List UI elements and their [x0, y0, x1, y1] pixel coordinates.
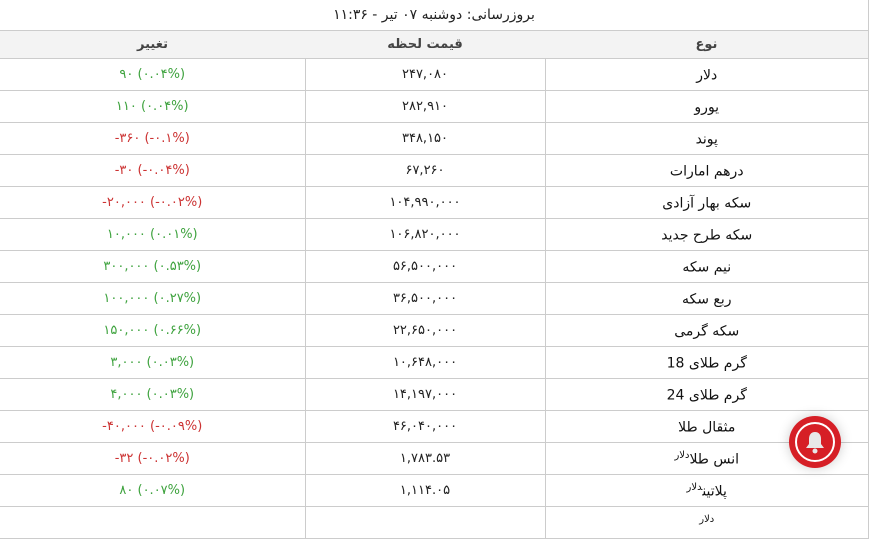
row-name: دلار	[545, 506, 868, 539]
change-value: -۳۰ (-۰.۰۴%)	[114, 163, 190, 178]
row-name: پلاتیندلار	[545, 474, 868, 507]
row-price: ۱۰۴,۹۹۰,۰۰۰	[304, 186, 546, 219]
unit-label: دلار	[686, 481, 703, 493]
row-name: پوند	[545, 122, 868, 155]
row-change: ۳۰۰,۰۰۰ (۰.۵۳%)	[0, 250, 305, 283]
table-row: درهم امارات ۶۷,۲۶۰ -۳۰ (-۰.۰۴%)	[0, 154, 868, 187]
header-price: قیمت لحظه	[305, 31, 545, 59]
row-name: سکه بهار آزادی	[545, 186, 868, 219]
asset-name: گرم طلای 24	[666, 387, 747, 404]
asset-name: سکه گرمی	[674, 323, 740, 340]
row-name: نیم سکه	[545, 250, 868, 283]
row-price: ۲۲,۶۵۰,۰۰۰	[304, 314, 546, 347]
bell-ring	[795, 422, 835, 462]
row-price	[304, 506, 546, 539]
asset-name: نیم سکه	[682, 259, 732, 276]
notification-bell-button[interactable]	[789, 416, 841, 468]
asset-name: ربع سکه	[681, 291, 732, 308]
row-price: ۶۷,۲۶۰	[304, 154, 546, 187]
asset-name: سکه طرح جدید	[661, 227, 753, 244]
asset-name: پوند	[695, 131, 718, 148]
row-price: ۱,۷۸۳.۵۳	[304, 442, 546, 475]
header-change: تغییر	[0, 31, 305, 59]
row-change: -۳۲ (-۰.۰۲%)	[0, 442, 305, 475]
row-change: ۸۰ (۰.۰۷%)	[0, 474, 305, 507]
table-row: یورو ۲۸۲,۹۱۰ ۱۱۰ (۰.۰۴%)	[0, 90, 868, 123]
row-name: گرم طلای 24	[545, 378, 868, 411]
row-price: ۵۶,۵۰۰,۰۰۰	[304, 250, 546, 283]
row-price: ۱۰,۶۴۸,۰۰۰	[304, 346, 546, 379]
change-value: ۱۱۰ (۰.۰۴%)	[115, 99, 189, 114]
change-value: ۱۰۰,۰۰۰ (۰.۲۷%)	[103, 291, 202, 306]
row-name: دلار	[545, 58, 868, 91]
asset-name: دلار	[696, 67, 718, 84]
row-change: -۳۶۰ (-۰.۱%)	[0, 122, 305, 155]
change-value: ۳۰۰,۰۰۰ (۰.۵۳%)	[103, 259, 202, 274]
asset-name: سکه بهار آزادی	[662, 195, 752, 212]
row-name: درهم امارات	[545, 154, 868, 187]
change-value: -۲۰,۰۰۰ (-۰.۰۲%)	[102, 195, 203, 210]
change-value: ۴,۰۰۰ (۰.۰۳%)	[110, 387, 195, 402]
row-price: ۱۰۶,۸۲۰,۰۰۰	[304, 218, 546, 251]
price-table: نوع قیمت لحظه تغییر دلار ۲۴۷,۰۸۰ ۹۰ (۰.۰…	[0, 31, 868, 539]
row-price: ۲۸۲,۹۱۰	[304, 90, 546, 123]
row-change: ۴,۰۰۰ (۰.۰۳%)	[0, 378, 305, 411]
table-row: دلار ۲۴۷,۰۸۰ ۹۰ (۰.۰۴%)	[0, 58, 868, 91]
row-price: ۱۴,۱۹۷,۰۰۰	[304, 378, 546, 411]
row-price: ۲۴۷,۰۸۰	[304, 58, 546, 91]
table-row: سکه طرح جدید ۱۰۶,۸۲۰,۰۰۰ ۱۰,۰۰۰ (۰.۰۱%)	[0, 218, 868, 251]
row-change: ۹۰ (۰.۰۴%)	[0, 58, 305, 91]
table-header: نوع قیمت لحظه تغییر	[0, 31, 868, 59]
asset-name: گرم طلای 18	[666, 355, 747, 372]
row-name: سکه طرح جدید	[545, 218, 868, 251]
change-value: -۴۰,۰۰۰ (-۰.۰۹%)	[102, 419, 203, 434]
unit-label: دلار	[699, 513, 715, 525]
row-change	[0, 506, 305, 539]
asset-name: انس طلا	[689, 451, 740, 468]
table-row: ربع سکه ۳۶,۵۰۰,۰۰۰ ۱۰۰,۰۰۰ (۰.۲۷%)	[0, 282, 868, 315]
table-row: مثقال طلا ۴۶,۰۴۰,۰۰۰ -۴۰,۰۰۰ (-۰.۰۹%)	[0, 410, 868, 443]
row-change: -۲۰,۰۰۰ (-۰.۰۲%)	[0, 186, 305, 219]
header-type: نوع	[545, 31, 868, 59]
change-value: ۱۵۰,۰۰۰ (۰.۶۶%)	[103, 323, 202, 338]
row-name: گرم طلای 18	[545, 346, 868, 379]
change-value: -۳۲ (-۰.۰۲%)	[114, 451, 190, 466]
table-row: گرم طلای 18 ۱۰,۶۴۸,۰۰۰ ۳,۰۰۰ (۰.۰۳%)	[0, 346, 868, 379]
row-change: -۴۰,۰۰۰ (-۰.۰۹%)	[0, 410, 305, 443]
row-change: ۱۵۰,۰۰۰ (۰.۶۶%)	[0, 314, 305, 347]
row-price: ۱,۱۱۴.۰۵	[304, 474, 546, 507]
table-row: گرم طلای 24 ۱۴,۱۹۷,۰۰۰ ۴,۰۰۰ (۰.۰۳%)	[0, 378, 868, 411]
change-value: -۳۶۰ (-۰.۱%)	[114, 131, 190, 146]
bell-icon	[806, 432, 824, 454]
row-name: یورو	[545, 90, 868, 123]
asset-name: درهم امارات	[669, 163, 744, 180]
change-value: ۸۰ (۰.۰۷%)	[119, 483, 186, 498]
row-price: ۳۴۸,۱۵۰	[304, 122, 546, 155]
row-price: ۳۶,۵۰۰,۰۰۰	[304, 282, 546, 315]
change-value: ۳,۰۰۰ (۰.۰۳%)	[110, 355, 195, 370]
row-change: ۱۱۰ (۰.۰۴%)	[0, 90, 305, 123]
table-row: انس طلادلار ۱,۷۸۳.۵۳ -۳۲ (-۰.۰۲%)	[0, 442, 868, 475]
asset-name: یورو	[694, 99, 720, 116]
table-row: پوند ۳۴۸,۱۵۰ -۳۶۰ (-۰.۱%)	[0, 122, 868, 155]
row-name: ربع سکه	[545, 282, 868, 315]
table-row: سکه بهار آزادی ۱۰۴,۹۹۰,۰۰۰ -۲۰,۰۰۰ (-۰.۰…	[0, 186, 868, 219]
unit-label: دلار	[674, 449, 690, 461]
row-change: -۳۰ (-۰.۰۴%)	[0, 154, 305, 187]
row-change: ۱۰,۰۰۰ (۰.۰۱%)	[0, 218, 305, 251]
table-row: سکه گرمی ۲۲,۶۵۰,۰۰۰ ۱۵۰,۰۰۰ (۰.۶۶%)	[0, 314, 868, 347]
asset-name: مثقال طلا	[678, 419, 736, 436]
asset-name: پلاتین	[702, 483, 727, 500]
change-value: ۱۰,۰۰۰ (۰.۰۱%)	[106, 227, 198, 242]
row-price: ۴۶,۰۴۰,۰۰۰	[304, 410, 546, 443]
last-update: بروزرسانی: دوشنبه ۰۷ تیر - ۱۱:۳۶	[0, 0, 868, 31]
row-name: سکه گرمی	[545, 314, 868, 347]
table-row: نیم سکه ۵۶,۵۰۰,۰۰۰ ۳۰۰,۰۰۰ (۰.۵۳%)	[0, 250, 868, 283]
row-change: ۱۰۰,۰۰۰ (۰.۲۷%)	[0, 282, 305, 315]
table-row: پلاتیندلار ۱,۱۱۴.۰۵ ۸۰ (۰.۰۷%)	[0, 474, 868, 507]
row-change: ۳,۰۰۰ (۰.۰۳%)	[0, 346, 305, 379]
change-value: ۹۰ (۰.۰۴%)	[119, 67, 186, 82]
table-row: دلار	[0, 506, 868, 539]
